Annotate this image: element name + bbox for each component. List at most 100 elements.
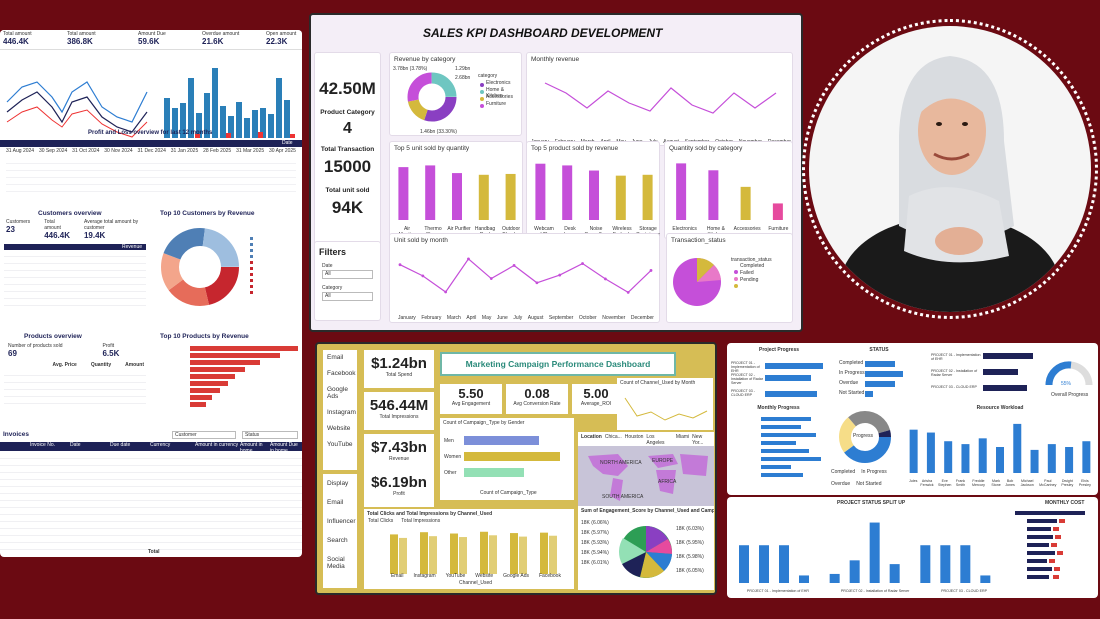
- bar-2: [452, 173, 462, 220]
- transaction-status-card: Transaction_status transaction_status Co…: [666, 233, 793, 323]
- bar-2: [944, 441, 953, 473]
- status-split-bars: [739, 522, 991, 583]
- bar-0: [535, 163, 546, 220]
- kpi-profit: $6.19bn Profit: [364, 469, 434, 507]
- bar-8: [1047, 444, 1056, 473]
- unit-point-10: [626, 290, 630, 294]
- monthly-revenue-line: [544, 82, 777, 114]
- bar-4: [505, 173, 516, 220]
- bar-3: [961, 444, 970, 473]
- channel-youtube[interactable]: YouTube: [327, 441, 353, 448]
- split-bar-0-1: [759, 545, 769, 583]
- pl-table: 31 Aug 2024 30 Sep 2024 31 Oct 2024 30 Nov …: [0, 148, 302, 203]
- unit-point-8: [581, 262, 584, 265]
- transaction-pie: [673, 257, 738, 306]
- type-email[interactable]: Email: [327, 499, 344, 506]
- type-search[interactable]: Search: [327, 537, 348, 544]
- finance-bar-chart: [164, 68, 295, 138]
- impr-bar-3: [489, 535, 497, 574]
- kpi-transactions: 15000: [323, 157, 372, 176]
- top-qty-bar-chart: [398, 165, 516, 220]
- stat-roi: 5.00 Average_ROI: [572, 384, 620, 414]
- channel-google-ads[interactable]: Google Ads: [327, 386, 348, 400]
- bar-3: [478, 174, 489, 220]
- channel-website[interactable]: Website: [327, 425, 351, 432]
- category-filter-dropdown[interactable]: All: [322, 292, 373, 301]
- pl-title: Profit and Loss overview for last 12 mon…: [88, 130, 213, 136]
- stat-conversion: 0.08 Avg Conversion Rate: [506, 384, 568, 414]
- impr-bar-4: [519, 536, 527, 574]
- monthly-progress-card: Monthly Progress: [731, 405, 826, 491]
- filters-panel: Filters Date All Category All: [314, 241, 381, 321]
- bar-0: [909, 429, 918, 473]
- split-bar-2-1: [940, 545, 951, 583]
- project-dashboard-panel: Project Progress PROJECT 01 - Implementa…: [727, 343, 1098, 495]
- status-card: STATUS Completed In Progress Overdue Not…: [831, 347, 927, 407]
- clicks-bar-1: [420, 532, 428, 574]
- pl-header-bar: [0, 140, 302, 147]
- bar-2: [589, 170, 599, 220]
- progress-donut-card: Progress Completed In Progress Overdue Not …: [827, 405, 903, 491]
- unit-month-series: [399, 258, 652, 294]
- date-filter-dropdown[interactable]: All: [322, 270, 373, 279]
- split-bar-2-3: [980, 575, 991, 583]
- kpi-1: Total amount 446.4K: [3, 31, 32, 46]
- channel-facebook[interactable]: Facebook: [327, 370, 356, 377]
- type-social-media[interactable]: Social Media: [327, 556, 345, 570]
- profile-photo-frame: [802, 19, 1098, 319]
- channel-instagram[interactable]: Instagram: [327, 409, 356, 416]
- gender-bar-chart: [464, 436, 560, 477]
- gender-card: Count of Campaign_Type by Gender Men Wom…: [440, 418, 574, 500]
- project-progress-card: Project Progress PROJECT 01 - Implementa…: [731, 347, 827, 407]
- resource-workload-card: Resource Workload Jules Arisha Fenwick Eve…: [905, 405, 1095, 491]
- project-progress-bars: [765, 363, 823, 397]
- bar-1: [708, 170, 719, 220]
- top-revenue-card: Top 5 product sold by revenue Webcam HDD…: [526, 141, 660, 244]
- unit-point-9: [603, 277, 607, 281]
- channel-email[interactable]: Email: [327, 354, 344, 361]
- type-display[interactable]: Display: [327, 480, 349, 487]
- customer-filter[interactable]: Customer: [172, 431, 236, 439]
- progress-donut: [839, 411, 891, 463]
- top10-customers: Top 10 Customers by Revenue: [155, 205, 302, 325]
- kpi-3: Amount Due 59.6K: [138, 31, 166, 46]
- bar-1: [425, 165, 436, 220]
- kpi-5: Open amount 22.3K: [266, 31, 297, 46]
- split-bar-0-0: [739, 545, 749, 583]
- channel-slicer-bottom: Display Email Influencer Search Social M…: [323, 474, 357, 588]
- marketing-dashboard-panel: Email Facebook Google Ads Instagram Webs…: [315, 342, 717, 595]
- bar-7: [1030, 449, 1039, 473]
- split-project-labels: PROJECT 01 - Implementation of EHR PROJEC…: [746, 589, 988, 593]
- kpi-2: Total amount 386.8K: [67, 31, 96, 46]
- type-influencer[interactable]: Influencer: [327, 518, 356, 525]
- split-bar-2-2: [960, 545, 971, 583]
- sales-dashboard-panel: SALES KPI DASHBOARD DEVELOPMENT 42.50M P…: [309, 13, 803, 332]
- sales-title: SALES KPI DASHBOARD DEVELOPMENT: [423, 26, 663, 40]
- kpi-column: 42.50M Product Category 4 Total Transact…: [314, 52, 381, 248]
- world-map: [578, 446, 714, 506]
- bar-0: [398, 167, 409, 220]
- unit-point-4: [489, 277, 493, 280]
- kpi-revenue: 42.50M: [319, 79, 376, 98]
- bar-6: [1013, 423, 1022, 473]
- clicks-bar-chart: [390, 531, 557, 574]
- split-bar-0-2: [779, 545, 789, 583]
- top-qty-card: Top 5 unit sold by quantity Air MonitorT…: [389, 141, 523, 239]
- project-status-split-panel: PROJECT STATUS SPLIT UP MONTHLY COST PRO…: [727, 497, 1098, 598]
- unit-month-card: Unit sold by month January February March A…: [389, 233, 660, 323]
- pl-date-label: Date: [282, 140, 293, 146]
- status-filter[interactable]: Status: [242, 431, 298, 439]
- resource-workload-bars: [909, 423, 1091, 473]
- invoice-header: Invoice No. Date Due date Currency Amount in…: [0, 442, 302, 460]
- top10-products: Top 10 Products by Revenue: [155, 328, 302, 423]
- clicks-bar-2: [450, 533, 458, 574]
- bar-2: [740, 186, 751, 220]
- profile-photo: [809, 26, 1091, 312]
- clicks-bar-0: [390, 534, 398, 574]
- split-bar-1-0: [829, 573, 840, 583]
- top10-products-bars: [190, 346, 298, 407]
- finance-dashboard-panel: Total amount 446.4K Total amount 386.8K Am…: [0, 30, 302, 557]
- kpi-total-impressions: 546.44M Total Impressions: [364, 392, 434, 430]
- split-bar-1-2: [869, 522, 880, 583]
- invoice-total: Total: [148, 549, 160, 555]
